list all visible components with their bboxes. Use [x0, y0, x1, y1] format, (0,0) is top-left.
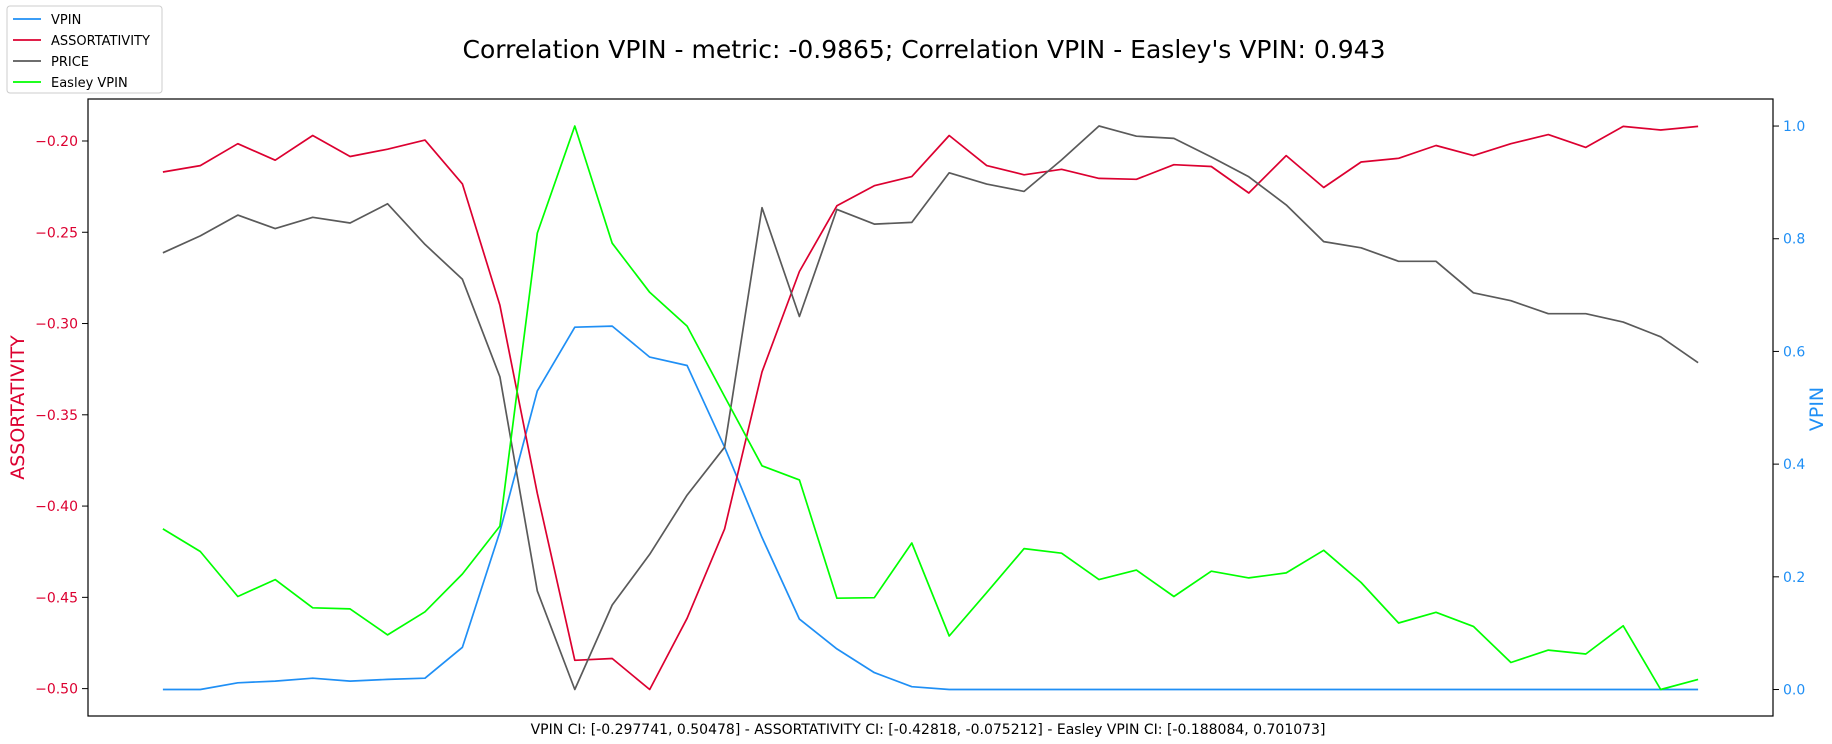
legend: VPIN ASSORTATIVITY PRICE Easley VPIN: [6, 5, 163, 94]
left-axis: −0.50 −0.45 −0.40 −0.35 −0.30 −0.25 −0.20: [35, 134, 88, 698]
legend-label: ASSORTATIVITY: [51, 34, 150, 49]
series-line-assortativity: [162, 125, 1699, 691]
right-axis-tick-label: 0.2: [1783, 570, 1805, 586]
right-axis-tick-label: 1.0: [1783, 119, 1805, 135]
series-line-vpin: [162, 325, 1699, 691]
plot-frame: [87, 98, 1774, 717]
left-axis-tick-label: −0.25: [35, 225, 78, 241]
legend-box: [6, 5, 163, 94]
right-axis-tick-label: 0.0: [1783, 683, 1805, 699]
right-axis-tick-label: 0.6: [1783, 344, 1805, 360]
left-axis-tick-label: −0.35: [35, 408, 78, 424]
left-axis-tick-label: −0.40: [35, 499, 78, 515]
series-line-easley-vpin: [162, 125, 1699, 691]
right-axis-tick-label: 0.4: [1783, 457, 1805, 473]
footer-ci-text: VPIN CI: [-0.297741, 0.50478] - ASSORTAT…: [531, 722, 1326, 738]
left-axis-tick-label: −0.30: [35, 317, 78, 333]
left-axis-tick-label: −0.20: [35, 134, 78, 150]
legend-label: VPIN: [51, 13, 81, 28]
left-axis-tick-label: −0.45: [35, 590, 78, 606]
left-axis-tick-label: −0.50: [35, 682, 78, 698]
right-axis-label: VPIN: [1806, 387, 1828, 431]
series-line-price: [162, 125, 1699, 691]
right-axis: 0.0 0.2 0.4 0.6 0.8 1.0: [1773, 119, 1805, 699]
legend-label: PRICE: [51, 55, 89, 70]
left-axis-label: ASSORTATIVITY: [7, 335, 29, 480]
right-axis-tick-label: 0.8: [1783, 232, 1805, 248]
chart-title: Correlation VPIN - metric: -0.9865; Corr…: [463, 35, 1386, 64]
legend-label: Easley VPIN: [51, 76, 128, 91]
series-layer: [162, 125, 1699, 691]
